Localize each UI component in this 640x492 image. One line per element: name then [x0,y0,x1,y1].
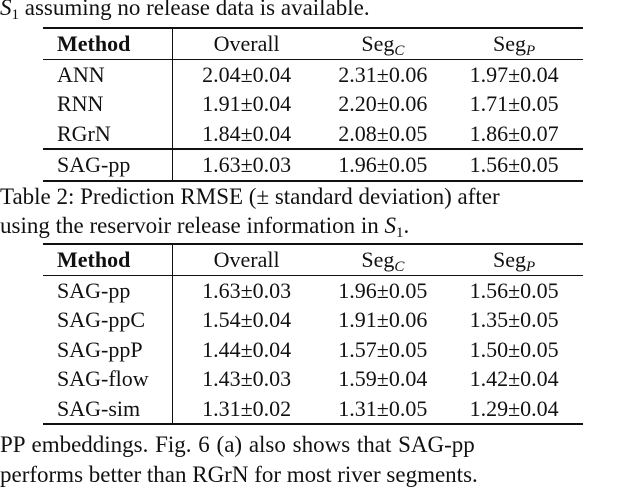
cell-segc: 1.96±0.05 [338,152,428,177]
header-segp: SegP [493,31,536,59]
cell-overall: 1.44±0.04 [202,336,292,362]
table-row: SAG-pp 1.63±0.03 1.96±0.05 1.56±0.05 [43,275,583,305]
table-row: SAG-ppP 1.44±0.04 1.57±0.05 1.50±0.05 [43,334,583,364]
cell-segp: 1.56±0.05 [469,152,559,177]
cell-overall: 1.43±0.03 [202,366,292,391]
paragraph-line-1: PP embeddings. Fig. 6 (a) also shows tha… [0,432,475,457]
cell-overall: 2.04±0.04 [202,61,292,87]
header-method: Method [43,28,173,59]
cell-segp: 1.42±0.04 [469,366,559,391]
table-row: SAG-pp 1.63±0.03 1.96±0.05 1.56±0.05 [43,149,583,181]
subscript: 1 [11,7,20,23]
cell-segp: 1.35±0.05 [469,307,559,332]
cell-method: RNN [43,89,173,119]
cell-segc: 1.91±0.06 [338,307,428,332]
table-row: SAG-sim 1.31±0.02 1.31±0.05 1.29±0.04 [43,393,583,424]
header-segc: SegC [361,31,405,59]
header-overall: Overall [213,31,280,56]
cell-segc: 2.08±0.05 [338,120,428,146]
text: assuming no release data is available. [19,0,370,20]
cell-segp: 1.86±0.07 [469,120,559,146]
table-1: Method Overall SegC SegP ANN 2.04±0.04 2.3… [43,27,583,182]
cell-overall: 1.63±0.03 [202,277,292,303]
cell-segc: 1.96±0.05 [338,277,428,303]
cell-overall: 1.84±0.04 [202,120,292,146]
table-row: SAG-flow 1.43±0.03 1.59±0.04 1.42±0.04 [43,364,583,394]
cell-overall: 1.63±0.03 [202,152,292,177]
cell-segp: 1.29±0.04 [469,395,559,421]
table-2-caption-line-2: using the reservoir release information … [0,213,410,241]
cell-segc: 1.59±0.04 [338,366,428,391]
paragraph-line-2: performs better than RGrN for most river… [0,462,478,487]
cell-overall: 1.91±0.04 [202,91,292,116]
cell-overall: 1.54±0.04 [202,307,292,332]
cell-segc: 2.31±0.06 [338,61,428,87]
cell-segc: 1.57±0.05 [338,336,428,362]
text-top-line: S1 assuming no release data is available… [0,0,370,23]
math-symbol: S [0,0,12,20]
cell-segc: 1.31±0.05 [338,395,428,421]
table-row: RGrN 1.84±0.04 2.08±0.05 1.86±0.07 [43,118,583,149]
table-2: Method Overall SegC SegP SAG-pp 1.63±0.03… [43,243,583,425]
cell-segp: 1.50±0.05 [469,336,559,362]
cell-segc: 2.20±0.06 [338,91,428,116]
cell-segp: 1.56±0.05 [469,277,559,303]
cell-method: ANN [43,59,173,89]
header-segp: SegP [493,247,536,275]
cell-method: SAG-flow [43,364,173,394]
cell-segp: 1.71±0.05 [469,91,559,116]
cell-method: SAG-ppP [43,334,173,364]
header-segc: SegC [361,247,405,275]
cell-method: SAG-ppC [43,305,173,335]
cell-overall: 1.31±0.02 [202,395,292,421]
cell-method: SAG-pp [43,275,173,305]
cell-segp: 1.97±0.04 [469,61,559,87]
header-method: Method [43,244,173,275]
cell-method: SAG-sim [43,393,173,424]
table-row: ANN 2.04±0.04 2.31±0.06 1.97±0.04 [43,59,583,89]
table-row: RNN 1.91±0.04 2.20±0.06 1.71±0.05 [43,89,583,119]
table-row: SAG-ppC 1.54±0.04 1.91±0.06 1.35±0.05 [43,305,583,335]
header-overall: Overall [213,247,280,272]
table-header-row: Method Overall SegC SegP [43,244,583,275]
cell-method: SAG-pp [43,149,173,181]
table-header-row: Method Overall SegC SegP [43,28,583,59]
cell-method: RGrN [43,118,173,149]
table-2-caption-line-1: Table 2: Prediction RMSE (± standard dev… [0,184,500,209]
